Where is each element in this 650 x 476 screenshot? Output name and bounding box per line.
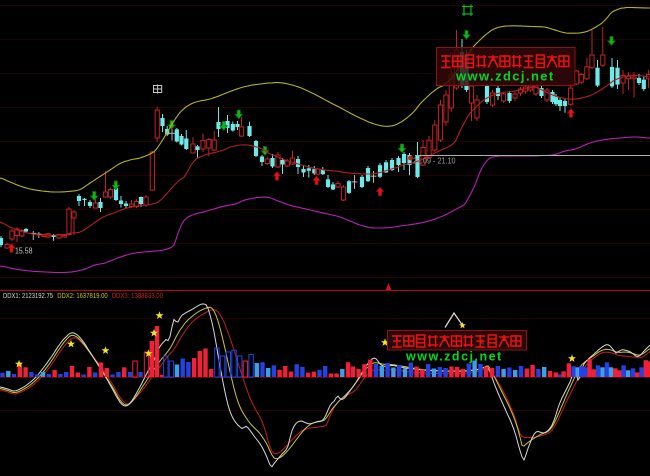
svg-text:www.zdcj.net: www.zdcj.net (455, 69, 555, 84)
svg-text:DDX2: 1637819.00: DDX2: 1637819.00 (57, 291, 107, 300)
svg-text:21.09 - 21.10: 21.09 - 21.10 (413, 157, 456, 166)
svg-text:DDX3: 1388833.00: DDX3: 1388833.00 (112, 291, 163, 300)
svg-text:15.58: 15.58 (15, 247, 33, 256)
svg-text:www.zdcj.net: www.zdcj.net (405, 350, 503, 364)
svg-text:DDX1: 2123192.75: DDX1: 2123192.75 (3, 291, 53, 300)
